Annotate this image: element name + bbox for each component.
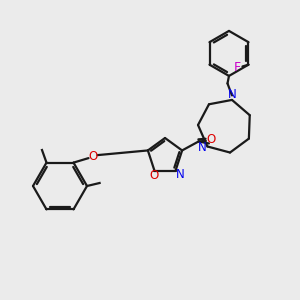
Text: F: F bbox=[233, 61, 241, 74]
Text: N: N bbox=[176, 168, 184, 181]
Text: N: N bbox=[228, 88, 236, 101]
Text: N: N bbox=[198, 142, 206, 154]
Text: O: O bbox=[207, 134, 216, 146]
Text: O: O bbox=[88, 150, 98, 163]
Text: O: O bbox=[149, 169, 158, 182]
